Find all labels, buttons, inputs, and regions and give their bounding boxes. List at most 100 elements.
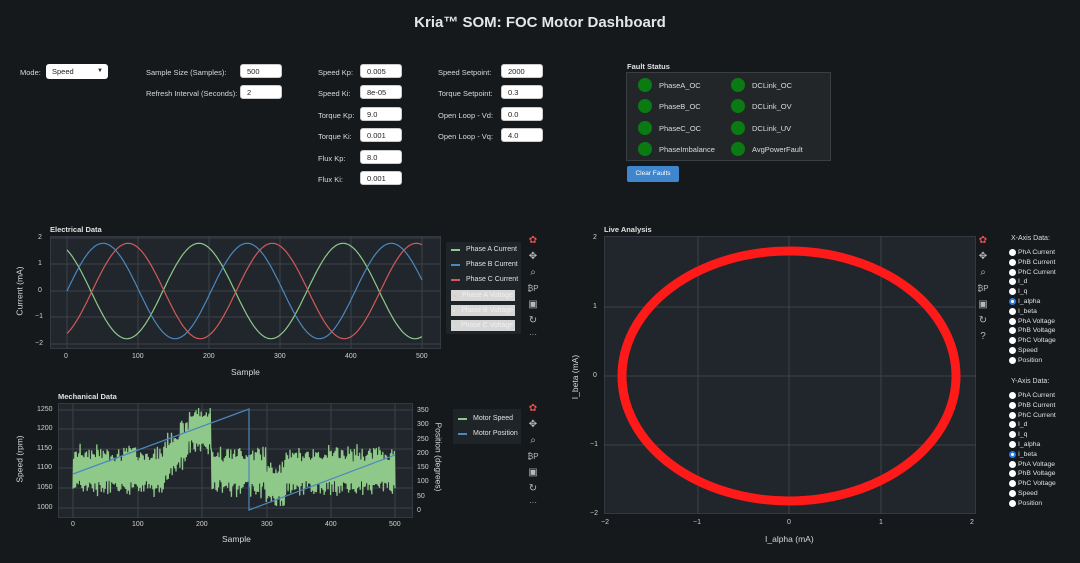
speed-kp-input[interactable]: 0.005 — [360, 64, 402, 78]
wheel-zoom-icon[interactable]: ₿P — [527, 284, 539, 293]
torque-setpoint-input[interactable]: 0.3 — [501, 85, 543, 99]
radio-button[interactable] — [1009, 258, 1016, 266]
legend-item-phase-c-voltage[interactable]: Phase C Voltage — [451, 320, 515, 331]
help-icon[interactable]: ? — [980, 331, 986, 342]
radio-button[interactable] — [1009, 249, 1016, 256]
radio-button[interactable] — [1009, 327, 1016, 335]
mode-select[interactable]: Speed ▼ — [46, 64, 108, 79]
y-tick: 0 — [593, 372, 597, 379]
electrical-plot-area[interactable] — [50, 236, 441, 349]
open-loop-vq-input[interactable]: 4.0 — [501, 128, 543, 142]
clear-faults-button[interactable]: Clear Faults — [627, 166, 679, 182]
pan-icon[interactable]: ✥ — [528, 419, 538, 430]
y-axis-option[interactable]: PhB Voltage — [1009, 470, 1055, 478]
speed-ki-input[interactable]: 8e-05 — [360, 85, 402, 99]
x-axis-option[interactable]: I_alpha — [1009, 298, 1040, 305]
flux-ki-input[interactable]: 0.001 — [360, 171, 402, 185]
box-zoom-icon[interactable]: ⌕ — [980, 267, 986, 278]
x-axis-option[interactable]: Position — [1009, 356, 1042, 364]
radio-button[interactable] — [1009, 401, 1016, 409]
live-analysis-plot-area[interactable] — [604, 236, 976, 514]
legend-item-phase-b-voltage[interactable]: Phase B Voltage — [451, 305, 515, 316]
radio-button[interactable] — [1009, 450, 1016, 458]
radio-label: Speed — [1018, 347, 1038, 354]
refresh-interval-input[interactable]: 2 — [240, 85, 282, 99]
wheel-zoom-icon[interactable]: ₿P — [527, 452, 539, 461]
radio-label: I_beta — [1018, 450, 1037, 458]
y-axis-option[interactable]: PhC Voltage — [1009, 480, 1056, 488]
x-axis-option[interactable]: Speed — [1009, 347, 1038, 354]
more-icon[interactable]: ··· — [529, 330, 537, 339]
reset-icon[interactable]: ↻ — [978, 315, 988, 326]
y-axis-option[interactable]: I_beta — [1009, 450, 1037, 458]
pan-icon[interactable]: ✥ — [978, 251, 988, 262]
open-loop-vd-input[interactable]: 0.0 — [501, 107, 543, 121]
legend-item-phase-a-current[interactable]: Phase A Current — [451, 246, 517, 253]
save-icon[interactable]: ▣ — [978, 299, 988, 310]
bokeh-logo-icon[interactable]: ✿ — [528, 235, 538, 246]
legend-item-phase-b-current[interactable]: Phase B Current — [451, 261, 518, 268]
x-axis-option[interactable]: PhB Voltage — [1009, 327, 1055, 335]
radio-button[interactable] — [1009, 470, 1016, 478]
save-icon[interactable]: ▣ — [528, 299, 538, 310]
x-axis-option[interactable]: I_q — [1009, 288, 1027, 296]
x-axis-option[interactable]: I_beta — [1009, 307, 1037, 315]
radio-button[interactable] — [1009, 392, 1016, 399]
y-axis-option[interactable]: PhB Current — [1009, 401, 1055, 409]
y-tick: 1000 — [37, 504, 53, 511]
radio-button[interactable] — [1009, 431, 1016, 439]
radio-button[interactable] — [1009, 347, 1016, 354]
bokeh-logo-icon[interactable]: ✿ — [528, 403, 538, 414]
radio-button[interactable] — [1009, 460, 1016, 468]
radio-button[interactable] — [1009, 499, 1016, 507]
radio-button[interactable] — [1009, 317, 1016, 325]
legend-item-phase-a-voltage[interactable]: Phase A Voltage — [451, 290, 515, 301]
radio-button[interactable] — [1009, 278, 1016, 286]
radio-button[interactable] — [1009, 441, 1016, 448]
radio-button[interactable] — [1009, 421, 1016, 429]
y-axis-option[interactable]: Position — [1009, 499, 1042, 507]
x-axis-label: Sample — [231, 367, 260, 377]
x-axis-option[interactable]: PhB Current — [1009, 258, 1055, 266]
radio-button[interactable] — [1009, 288, 1016, 296]
sample-size-input[interactable]: 500 — [240, 64, 282, 78]
y-axis-option[interactable]: I_alpha — [1009, 441, 1040, 448]
reset-icon[interactable]: ↻ — [528, 315, 538, 326]
y-axis-option[interactable]: PhA Current — [1009, 392, 1055, 399]
radio-button[interactable] — [1009, 307, 1016, 315]
x-axis-option[interactable]: PhA Voltage — [1009, 317, 1055, 325]
wheel-zoom-icon[interactable]: ₿P — [977, 284, 989, 293]
y-axis-option[interactable]: PhA Voltage — [1009, 460, 1055, 468]
radio-button[interactable] — [1009, 268, 1016, 276]
radio-button[interactable] — [1009, 337, 1016, 345]
y-axis-option[interactable]: PhC Current — [1009, 411, 1056, 419]
bokeh-logo-icon[interactable]: ✿ — [978, 235, 988, 246]
legend-item-motor-speed[interactable]: Motor Speed — [458, 415, 513, 422]
pan-icon[interactable]: ✥ — [528, 251, 538, 262]
y-axis-option[interactable]: I_d — [1009, 421, 1027, 429]
radio-button[interactable] — [1009, 411, 1016, 419]
x-axis-option[interactable]: PhC Current — [1009, 268, 1056, 276]
x-axis-option[interactable]: PhA Current — [1009, 249, 1055, 256]
radio-button[interactable] — [1009, 356, 1016, 364]
box-zoom-icon[interactable]: ⌕ — [530, 267, 536, 278]
torque-kp-input[interactable]: 9.0 — [360, 107, 402, 121]
more-icon[interactable]: ··· — [529, 498, 537, 507]
radio-button[interactable] — [1009, 490, 1016, 497]
x-tick: 0 — [71, 521, 75, 528]
legend-item-motor-position[interactable]: Motor Position — [458, 430, 518, 437]
speed-setpoint-input[interactable]: 2000 — [501, 64, 543, 78]
flux-kp-input[interactable]: 8.0 — [360, 150, 402, 164]
save-icon[interactable]: ▣ — [528, 467, 538, 478]
x-tick: 300 — [274, 353, 286, 360]
y-axis-option[interactable]: Speed — [1009, 490, 1038, 497]
box-zoom-icon[interactable]: ⌕ — [530, 435, 536, 446]
radio-button[interactable] — [1009, 480, 1016, 488]
legend-item-phase-c-current[interactable]: Phase C Current — [451, 276, 518, 283]
radio-button[interactable] — [1009, 298, 1016, 305]
torque-ki-input[interactable]: 0.001 — [360, 128, 402, 142]
reset-icon[interactable]: ↻ — [528, 483, 538, 494]
x-axis-option[interactable]: PhC Voltage — [1009, 337, 1056, 345]
y-axis-option[interactable]: I_q — [1009, 431, 1027, 439]
x-axis-option[interactable]: I_d — [1009, 278, 1027, 286]
